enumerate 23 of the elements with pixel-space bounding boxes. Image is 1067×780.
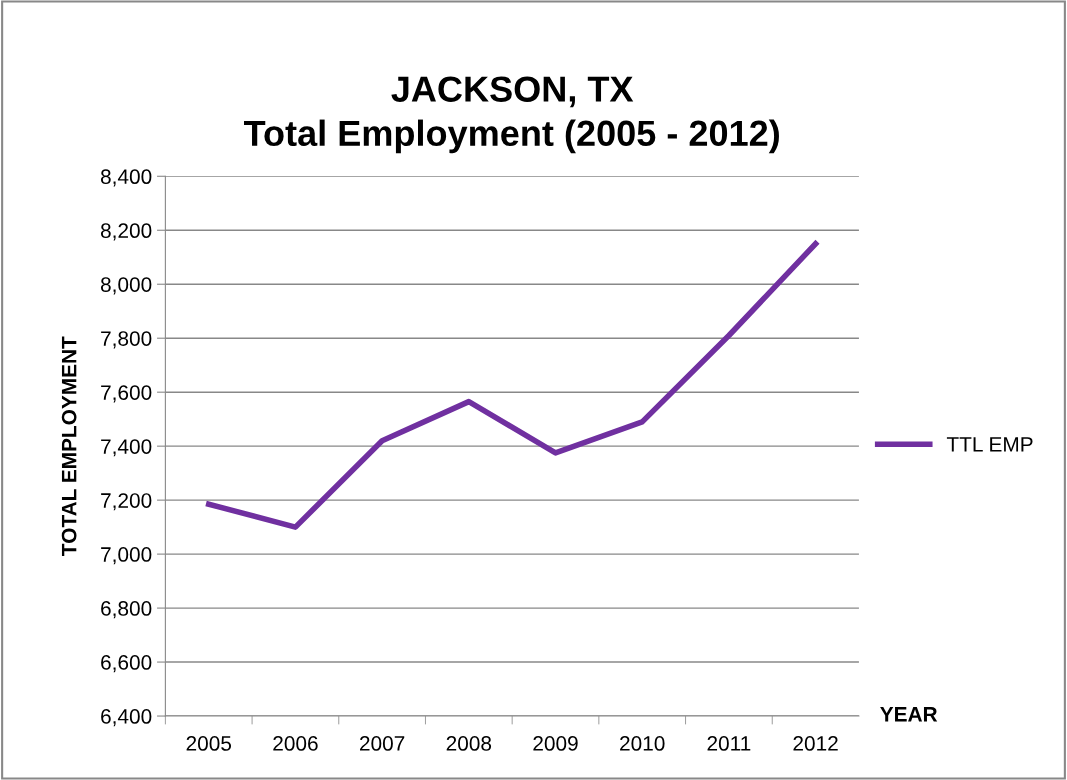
y-tick-label: 6,800 [101, 601, 152, 619]
y-axis-title: TOTAL EMPLOYMENT [61, 336, 77, 556]
x-tick-label: 2008 [446, 736, 492, 751]
chart-title: JACKSON, TX Total Employment (2005 - 2012) [244, 76, 779, 154]
y-tick-label: 7,800 [101, 331, 152, 349]
legend-label: TTL EMP [946, 437, 1033, 452]
x-tick-label: 2009 [533, 736, 578, 751]
x-tick-label: 2011 [707, 736, 751, 751]
x-tick-label: 2012 [793, 736, 838, 751]
y-tick-label: 8,200 [100, 223, 152, 241]
x-tick-label: 2010 [620, 736, 665, 751]
x-tick-label: 2005 [186, 736, 232, 751]
x-tick-label: 2006 [273, 736, 318, 751]
y-tick-label: 7,000 [101, 547, 152, 565]
y-tick-label: 7,200 [101, 493, 152, 511]
x-axis-title: YEAR [880, 707, 938, 722]
y-tick-label: 7,400 [101, 439, 152, 457]
y-tick-label: 6,400 [101, 709, 152, 727]
x-tick-label: 2007 [360, 736, 405, 751]
y-tick-label: 8,000 [100, 277, 152, 295]
y-tick-label: 7,600 [101, 385, 152, 403]
y-tick-label: 6,600 [101, 655, 152, 673]
y-tick-label: 8,400 [100, 169, 152, 187]
